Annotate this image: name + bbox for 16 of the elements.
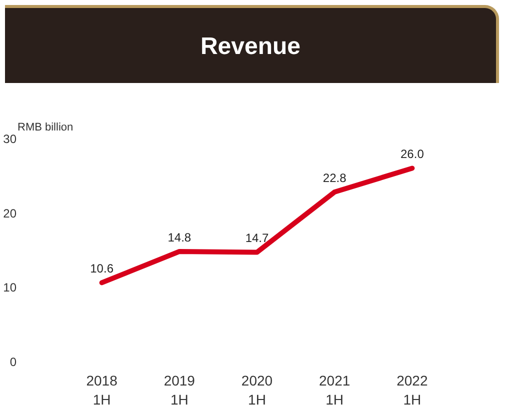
- y-axis-title: RMB billion: [18, 122, 74, 134]
- x-tick-label: 2018 1H: [86, 372, 118, 405]
- data-label: 26.0: [400, 147, 424, 162]
- y-tick-label: 30: [3, 132, 17, 146]
- x-tick-label: 2020 1H: [241, 372, 273, 405]
- y-tick-label: 10: [3, 280, 17, 295]
- data-label: 14.8: [168, 230, 192, 244]
- x-tick-label: 2019 1H: [164, 372, 196, 405]
- x-tick-label: 2021 1H: [319, 372, 350, 405]
- y-tick-label: 0: [10, 355, 17, 369]
- y-tick-label: 20: [3, 206, 17, 220]
- chart-title: Revenue: [200, 32, 301, 62]
- x-tick-label: 2022 1H: [396, 372, 428, 405]
- data-label: 14.7: [245, 231, 270, 246]
- data-label: 10.6: [90, 262, 114, 276]
- data-label: 22.8: [322, 171, 347, 186]
